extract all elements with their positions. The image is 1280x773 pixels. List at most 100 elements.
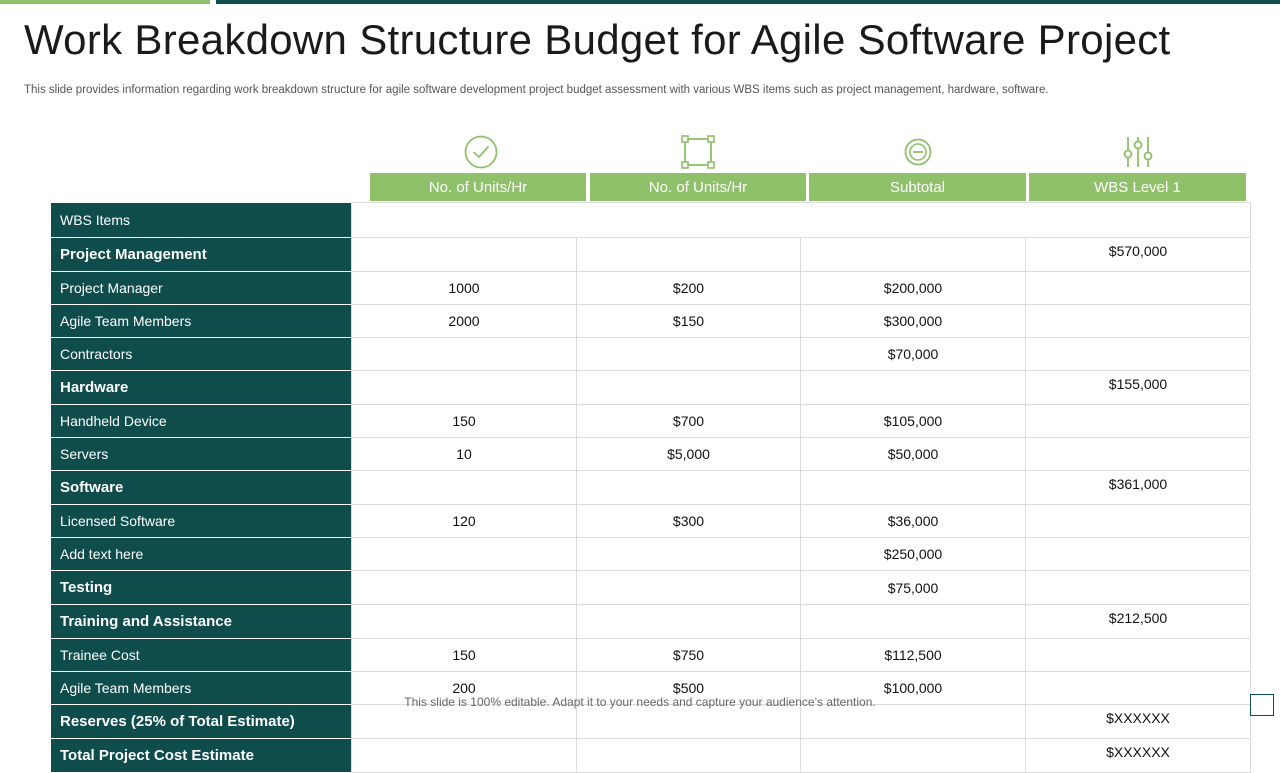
subtotal-cell: $50,000 bbox=[800, 437, 1026, 471]
rate-cell bbox=[576, 470, 801, 505]
wbs-budget-table: WBS Items Project Management $570,000 Proj… bbox=[50, 202, 1251, 773]
rate-cell bbox=[576, 604, 801, 639]
rate-cell bbox=[576, 570, 801, 605]
units-cell bbox=[351, 370, 577, 405]
header-blank-cell bbox=[351, 202, 1251, 238]
wbs-level-1-cell bbox=[1025, 437, 1251, 471]
rate-cell: $5,000 bbox=[576, 437, 801, 471]
column-header-wbs-level-1: WBS Level 1 bbox=[1029, 173, 1246, 201]
wbs-level-1-cell bbox=[1025, 271, 1251, 305]
subtotal-cell: $70,000 bbox=[800, 337, 1026, 371]
units-cell: 10 bbox=[351, 437, 577, 471]
rate-cell: $200 bbox=[576, 271, 801, 305]
column-header-units: No. of Units/Hr bbox=[370, 173, 586, 201]
rate-cell: $150 bbox=[576, 304, 801, 338]
row-label: Trainee Cost bbox=[50, 638, 352, 672]
wbs-level-1-cell: $155,000 bbox=[1025, 370, 1251, 405]
table-row: Agile Team Members 200 $500 $100,000 bbox=[50, 671, 1251, 705]
row-label: Reserves (25% of Total Estimate) bbox=[50, 704, 352, 739]
row-label: Total Project Cost Estimate bbox=[50, 738, 352, 773]
table-row: Licensed Software 120 $300 $36,000 bbox=[50, 504, 1251, 538]
accent-bar-green bbox=[0, 0, 210, 4]
row-label: Servers bbox=[50, 437, 352, 471]
minus-circle-icon bbox=[900, 134, 936, 170]
rate-cell bbox=[576, 337, 801, 371]
column-header-subtotal: Subtotal bbox=[809, 173, 1026, 201]
subtotal-cell: $300,000 bbox=[800, 304, 1026, 338]
table-group-row: Testing $75,000 bbox=[50, 570, 1251, 605]
wbs-level-1-cell: $570,000 bbox=[1025, 237, 1251, 272]
wbs-level-1-cell: $212,500 bbox=[1025, 604, 1251, 639]
corner-box bbox=[1250, 694, 1274, 716]
row-label: Project Manager bbox=[50, 271, 352, 305]
wbs-level-1-cell bbox=[1025, 671, 1251, 705]
units-cell bbox=[351, 604, 577, 639]
wbs-items-header: WBS Items bbox=[50, 202, 352, 238]
rate-cell bbox=[576, 370, 801, 405]
subtotal-cell bbox=[800, 370, 1026, 405]
table-row: Project Manager 1000 $200 $200,000 bbox=[50, 271, 1251, 305]
wbs-level-1-cell bbox=[1025, 638, 1251, 672]
subtotal-cell: $112,500 bbox=[800, 638, 1026, 672]
units-cell: 1000 bbox=[351, 271, 577, 305]
units-cell: 2000 bbox=[351, 304, 577, 338]
rate-cell: $500 bbox=[576, 671, 801, 705]
subtotal-cell: $250,000 bbox=[800, 537, 1026, 571]
units-cell bbox=[351, 738, 577, 773]
table-header-row: WBS Items bbox=[50, 202, 1251, 238]
row-label: Contractors bbox=[50, 337, 352, 371]
wbs-level-1-cell: $XXXXXX bbox=[1025, 738, 1251, 773]
rate-cell: $750 bbox=[576, 638, 801, 672]
accent-bar-teal bbox=[216, 0, 1280, 4]
units-cell bbox=[351, 570, 577, 605]
row-label: Agile Team Members bbox=[50, 304, 352, 338]
table-row: Contractors $70,000 bbox=[50, 337, 1251, 371]
rate-cell: $300 bbox=[576, 504, 801, 538]
subtotal-cell: $36,000 bbox=[800, 504, 1026, 538]
rate-cell bbox=[576, 738, 801, 773]
units-cell: 120 bbox=[351, 504, 577, 538]
subtotal-cell: $75,000 bbox=[800, 570, 1026, 605]
subtotal-cell bbox=[800, 738, 1026, 773]
units-cell bbox=[351, 237, 577, 272]
table-row: Trainee Cost 150 $750 $112,500 bbox=[50, 638, 1251, 672]
table-group-row: Training and Assistance $212,500 bbox=[50, 604, 1251, 639]
table-row: Agile Team Members 2000 $150 $300,000 bbox=[50, 304, 1251, 338]
row-label: Project Management bbox=[50, 237, 352, 272]
table-group-row: Hardware $155,000 bbox=[50, 370, 1251, 405]
slide-footer: This slide is 100% editable. Adapt it to… bbox=[404, 695, 876, 709]
subtotal-cell bbox=[800, 604, 1026, 639]
slide-title: Work Breakdown Structure Budget for Agil… bbox=[24, 16, 1171, 63]
bounding-box-icon bbox=[680, 134, 716, 170]
subtotal-cell bbox=[800, 704, 1026, 739]
rate-cell bbox=[576, 537, 801, 571]
rate-cell: $700 bbox=[576, 404, 801, 438]
units-cell bbox=[351, 337, 577, 371]
subtotal-cell bbox=[800, 470, 1026, 505]
table-group-row: Total Project Cost Estimate $XXXXXX bbox=[50, 738, 1251, 773]
table-group-row: Software $361,000 bbox=[50, 470, 1251, 505]
table-group-row: Project Management $570,000 bbox=[50, 237, 1251, 272]
wbs-level-1-cell bbox=[1025, 537, 1251, 571]
sliders-icon bbox=[1120, 134, 1156, 170]
wbs-level-1-cell bbox=[1025, 504, 1251, 538]
units-cell bbox=[351, 537, 577, 571]
table-row: Servers 10 $5,000 $50,000 bbox=[50, 437, 1251, 471]
table-row: Add text here $250,000 bbox=[50, 537, 1251, 571]
row-label: Hardware bbox=[50, 370, 352, 405]
row-label: Licensed Software bbox=[50, 504, 352, 538]
units-cell: 150 bbox=[351, 638, 577, 672]
rate-cell bbox=[576, 704, 801, 739]
subtotal-cell bbox=[800, 237, 1026, 272]
wbs-level-1-cell bbox=[1025, 337, 1251, 371]
wbs-level-1-cell: $361,000 bbox=[1025, 470, 1251, 505]
column-header-rate: No. of Units/Hr bbox=[590, 173, 806, 201]
units-cell bbox=[351, 704, 577, 739]
subtotal-cell: $100,000 bbox=[800, 671, 1026, 705]
slide-subtitle: This slide provides information regardin… bbox=[24, 84, 1049, 96]
table-group-row: Reserves (25% of Total Estimate) $XXXXXX bbox=[50, 704, 1251, 739]
units-cell: 150 bbox=[351, 404, 577, 438]
wbs-level-1-cell: $XXXXXX bbox=[1025, 704, 1251, 739]
row-label: Testing bbox=[50, 570, 352, 605]
wbs-level-1-cell bbox=[1025, 304, 1251, 338]
